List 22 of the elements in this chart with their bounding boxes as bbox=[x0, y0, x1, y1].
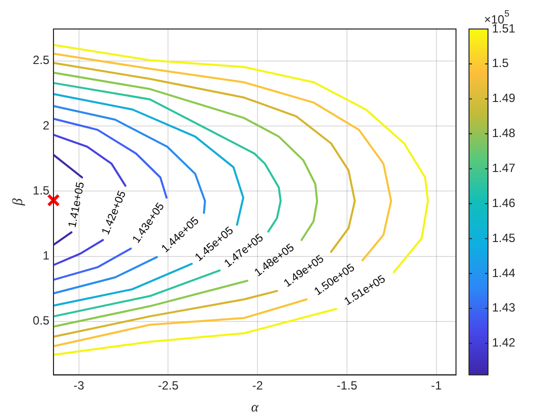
color-bar-label: 1.43 bbox=[492, 300, 516, 315]
y-tick-label: 1.5 bbox=[32, 183, 50, 198]
x-tick-label: -2.5 bbox=[158, 378, 179, 392]
color-bar-label: 1.49 bbox=[492, 91, 516, 106]
y-axis-title: β bbox=[11, 198, 26, 206]
color-bar-label: 1.42 bbox=[492, 336, 516, 350]
text: 1.41e+05 bbox=[66, 181, 88, 229]
color-bar-label: 1.46 bbox=[492, 196, 516, 210]
color-bar-label: 1.5 bbox=[492, 56, 510, 70]
x-tick-label: -1.5 bbox=[336, 378, 358, 392]
x-tick-label: -2 bbox=[252, 378, 264, 392]
color-bar-label: 1.44 bbox=[492, 266, 516, 280]
y-tick-label: 2.5 bbox=[32, 53, 50, 68]
y-tick-label: 0.5 bbox=[32, 314, 50, 328]
color-bar-label: 1.48 bbox=[492, 126, 516, 140]
color-bar-label: 1.47 bbox=[492, 161, 516, 176]
x-axis-title: α bbox=[251, 400, 260, 416]
y-tick-label: 2 bbox=[42, 118, 50, 132]
y-tick-label: 1 bbox=[42, 248, 50, 263]
color-bar-label: 1.45 bbox=[492, 230, 516, 245]
x-tick-label: -1 bbox=[431, 378, 442, 392]
x-tick-label: -3 bbox=[73, 378, 84, 392]
